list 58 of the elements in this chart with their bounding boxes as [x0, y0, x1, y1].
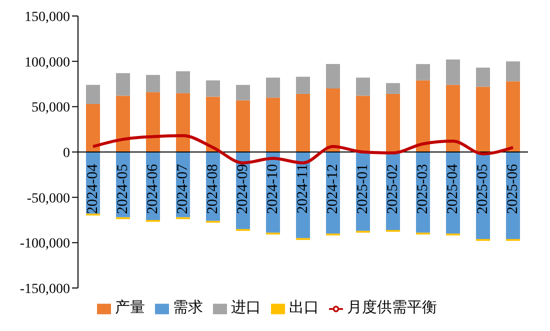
- x-tick-label: 2025-04: [445, 164, 461, 214]
- bar: [506, 61, 520, 82]
- bar: [356, 96, 370, 152]
- bar: [266, 98, 280, 152]
- bar: [116, 73, 130, 96]
- x-tick-label: 2025-01: [355, 164, 371, 214]
- bar: [326, 64, 340, 89]
- bar: [146, 92, 160, 152]
- bar: [176, 71, 190, 94]
- y-tick-label: 100,000: [24, 55, 70, 70]
- bar: [266, 78, 280, 98]
- line-series: [92, 134, 514, 164]
- legend-label: 需求: [173, 300, 203, 316]
- bar: [476, 68, 490, 87]
- bar: [506, 81, 520, 152]
- x-tick-label: 2025-03: [415, 164, 431, 214]
- bar: [476, 86, 490, 152]
- bar: [176, 93, 190, 152]
- x-tick-label: 2024-06: [145, 164, 161, 214]
- x-tick-label: 2024-11: [295, 164, 311, 214]
- legend-label: 进口: [231, 300, 261, 316]
- bar: [446, 84, 460, 152]
- bar: [206, 80, 220, 97]
- bar: [386, 94, 400, 152]
- bar: [296, 94, 310, 152]
- bar: [86, 104, 100, 152]
- bar: [416, 80, 430, 152]
- bar: [386, 83, 400, 94]
- y-tick-label: 0: [63, 146, 70, 161]
- bar: [206, 96, 220, 152]
- x-tick-label: 2025-05: [475, 164, 491, 214]
- bar: [446, 60, 460, 85]
- bar: [236, 84, 250, 100]
- bar: [236, 100, 250, 152]
- y-tick-label: -50,000: [26, 191, 70, 206]
- x-tick-label: 2024-07: [175, 164, 191, 214]
- bar: [146, 74, 160, 92]
- y-tick-label: -150,000: [20, 282, 70, 297]
- x-tick-label: 2024-08: [205, 164, 221, 214]
- x-tick-label: 2024-12: [325, 164, 341, 214]
- legend-label: 出口: [289, 300, 319, 316]
- y-tick-label: 150,000: [24, 10, 70, 25]
- legend-label: 月度供需平衡: [347, 300, 437, 316]
- y-tick-label: -100,000: [20, 236, 70, 252]
- bar: [296, 76, 310, 94]
- bar: [326, 88, 340, 152]
- bar: [86, 84, 100, 104]
- x-tick-label: 2024-09: [235, 164, 251, 214]
- x-tick-label: 2024-10: [265, 164, 281, 214]
- x-tick-label: 2024-05: [115, 164, 131, 214]
- x-tick-label: 2024-04: [85, 164, 101, 214]
- y-tick-label: 50,000: [32, 100, 70, 116]
- x-tick-label: 2025-02: [385, 164, 401, 214]
- bar: [416, 64, 430, 80]
- bar: [356, 78, 370, 96]
- bar: [116, 96, 130, 152]
- x-tick-label: 2025-06: [505, 164, 521, 214]
- legend-label: 产量: [115, 300, 145, 316]
